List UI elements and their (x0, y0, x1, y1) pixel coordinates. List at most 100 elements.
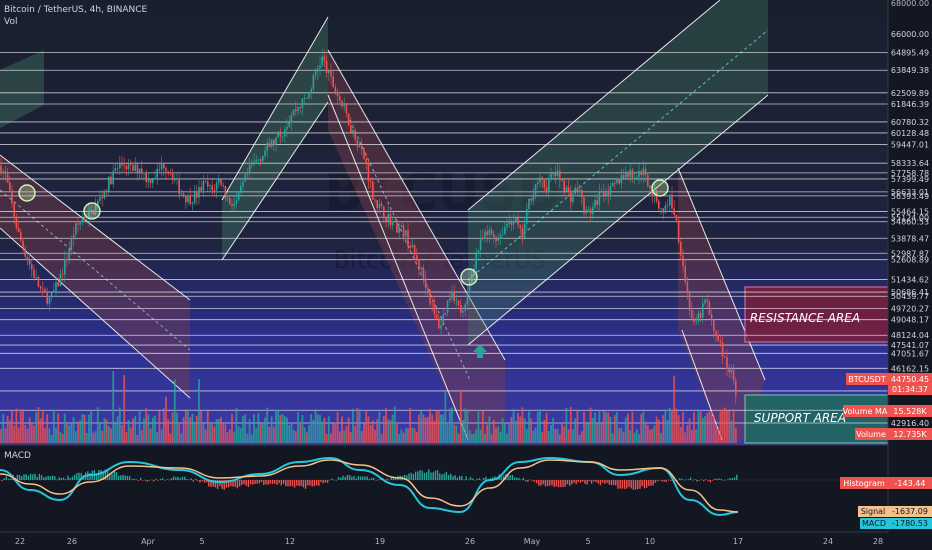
histogram-bar (124, 475, 126, 480)
candle-body (53, 290, 55, 293)
histogram-bar (29, 473, 32, 480)
time-axis[interactable] (0, 532, 932, 550)
histogram-bar (159, 478, 162, 480)
price-tick: 55124.00 (891, 213, 929, 222)
histogram-bar (731, 478, 734, 480)
histogram-bar (621, 480, 624, 489)
volume-bar (330, 433, 332, 443)
volume-bar (270, 416, 273, 443)
candle-body (352, 129, 354, 133)
candle-body (154, 177, 156, 180)
candle-body (94, 205, 97, 215)
time-tick: 28 (873, 537, 883, 546)
histogram-bar (509, 475, 511, 480)
candle-body (246, 173, 249, 175)
histogram-bar (634, 480, 637, 490)
volume-bar (567, 429, 570, 443)
volume-bar (343, 430, 346, 443)
price-tick: 56393.49 (891, 192, 929, 201)
price-axis[interactable] (888, 0, 932, 532)
histogram-bar (298, 480, 300, 487)
volume-bar (629, 430, 632, 443)
histogram-bar (337, 477, 340, 480)
candle-body (713, 320, 715, 331)
candle-body (213, 189, 216, 191)
volume-bar (448, 408, 451, 443)
candle-body (167, 171, 169, 173)
candle-body (484, 231, 486, 239)
volume-bar (41, 410, 44, 443)
histogram-bar (432, 472, 434, 480)
candle-body (138, 168, 141, 173)
candle-body (486, 231, 488, 236)
histogram-bar (199, 480, 201, 483)
histogram-bar (531, 480, 533, 481)
candle-body (255, 160, 257, 162)
candle-body (592, 207, 594, 214)
histogram-bar (331, 478, 333, 480)
candle-body (317, 68, 319, 72)
candle-body (526, 208, 528, 224)
volume-bar (503, 422, 506, 443)
candle-body (726, 357, 728, 369)
volume-bar (26, 428, 29, 443)
volume-bar (99, 423, 101, 443)
volume-bar (514, 421, 517, 443)
volume-bar (239, 428, 242, 443)
candle-body (400, 225, 403, 227)
volume-bar (92, 432, 95, 443)
histogram-bar (447, 475, 450, 480)
histogram-bar (564, 480, 566, 487)
histogram-bar (201, 480, 203, 482)
histogram-bar (469, 477, 472, 480)
candle-body (462, 310, 464, 313)
candle-body (253, 161, 255, 165)
candle-body (609, 186, 612, 197)
histogram-bar (599, 480, 602, 486)
volume-bar (682, 412, 684, 443)
histogram-bar (593, 480, 595, 482)
histogram-bar (516, 477, 518, 480)
histogram-bar (309, 480, 311, 486)
candle-body (715, 330, 717, 336)
channel-line (467, 0, 721, 211)
candle-body (671, 194, 673, 209)
histogram-bar (32, 474, 34, 480)
volume-bar (442, 414, 445, 443)
volume-bar (631, 411, 634, 443)
candle-body (578, 189, 581, 191)
volume-bar (211, 424, 214, 443)
volume-bar (171, 412, 174, 443)
volume-bar (499, 431, 502, 443)
histogram-bar (326, 480, 329, 483)
histogram-bar (267, 480, 269, 485)
histogram-bar (458, 475, 461, 480)
volume-bar (213, 426, 216, 443)
histogram-bar (654, 480, 657, 483)
histogram-bar (254, 480, 256, 484)
candle-body (9, 182, 11, 191)
candle-body (640, 171, 642, 175)
candle-body (301, 98, 304, 108)
candle-body (110, 176, 112, 185)
histogram-bar (663, 480, 665, 482)
histogram-bar (238, 480, 241, 487)
candle-body (266, 142, 268, 151)
histogram-bar (274, 480, 276, 484)
candle-body (523, 223, 526, 239)
histogram-bar (615, 480, 617, 486)
volume-bar (266, 407, 269, 443)
candle-body (75, 223, 77, 235)
volume-bar (312, 419, 315, 443)
volume-badge (855, 428, 888, 440)
volume-bar (569, 407, 572, 443)
candle-body (48, 297, 51, 304)
volume-bar (220, 417, 222, 443)
price-tick: 51434.62 (891, 275, 929, 284)
candle-body (259, 159, 262, 162)
volume-bar (627, 413, 629, 443)
histogram-bar (78, 472, 80, 480)
volume-bar (695, 429, 698, 443)
volume-bar (143, 418, 145, 443)
